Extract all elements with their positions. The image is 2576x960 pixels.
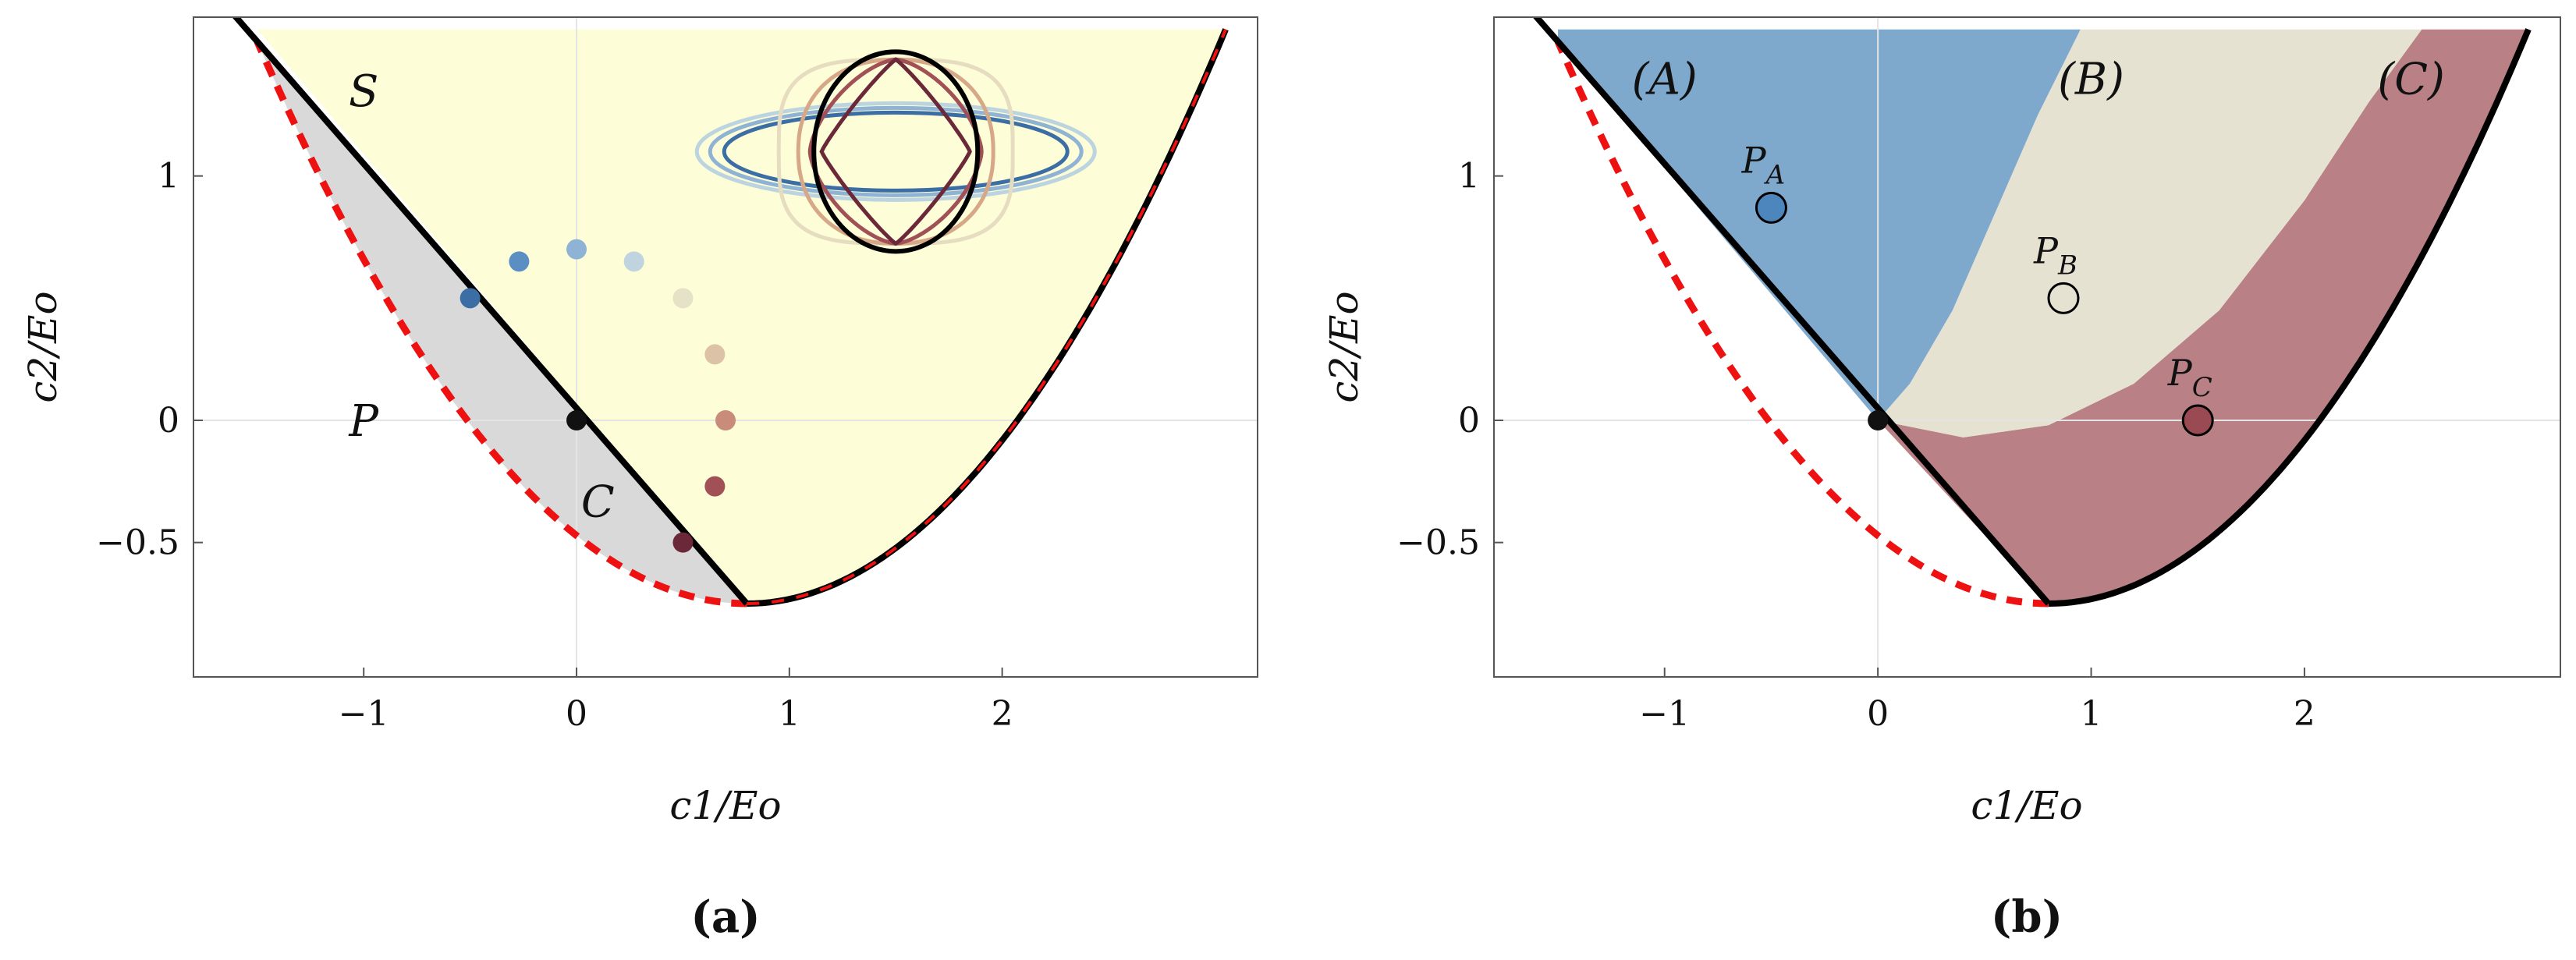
data-point [672, 532, 694, 553]
point-label: PC [2167, 352, 2212, 403]
dashed-parabola-left [254, 40, 747, 608]
point-label-sub: B [2057, 250, 2077, 281]
point-label-main: P [2167, 352, 2193, 394]
data-point [704, 476, 726, 497]
point-p-b [2047, 282, 2080, 314]
inset-curve [708, 105, 1084, 197]
data-point [566, 239, 587, 260]
panel-a-x-axis-label: c1/Eo [669, 783, 781, 828]
panel-b-label: (b) [1991, 891, 2063, 943]
panel-b-frame [1493, 16, 2561, 678]
panel-b-x-tick-label: −1 [1639, 694, 1690, 734]
panel-a-points [459, 239, 736, 553]
panel-b-x-tick-label: 2 [2294, 694, 2315, 734]
inset-curve [776, 57, 1015, 246]
panel-a-region-labels: S P C [348, 66, 614, 527]
point-label-sub: C [2192, 372, 2212, 403]
dashed-parabola-left [1554, 40, 2049, 608]
region-label: (C) [2377, 54, 2445, 105]
region-c-b [1878, 29, 2528, 604]
data-point [704, 344, 726, 365]
panel-b-y-axis-label: c2/Eo [1322, 291, 1367, 402]
panel-b-y-tick-label: −0.5 [1396, 523, 1480, 563]
panel-b-y-tick-label: 0 [1458, 401, 1480, 441]
panel-b-y-tick-label: 1 [1458, 157, 1480, 197]
panel-a-ticks: −1 0 1 2 −0.5 0 1 [96, 157, 1013, 734]
panel-b-grid [1494, 17, 2560, 677]
region-label: C [581, 476, 615, 527]
panel-a: −1 0 1 2 −0.5 0 1 S P C c1/Eo c2/Eo (a) [20, 16, 1258, 943]
inset-curve [722, 110, 1070, 193]
panel-b-x-axis-label: c1/Eo [1971, 783, 2082, 828]
region-label: (B) [2058, 54, 2124, 105]
data-point [623, 251, 644, 272]
solid-parabola-right [2048, 28, 2532, 607]
data-point [715, 410, 736, 430]
panel-a-plot-area [193, 17, 1258, 677]
panel-a-y-tick-label: −0.5 [96, 523, 179, 563]
panel-b-region-labels: (A) (B) (C) [1632, 54, 2445, 105]
point-p-c [2181, 404, 2214, 437]
inset-curve [819, 57, 972, 246]
region-a [1558, 29, 2081, 420]
panel-a-x-tick-label: −1 [339, 694, 389, 734]
data-point [566, 410, 587, 430]
point-label-main: P [2033, 229, 2059, 271]
panel-a-x-tick-label: 0 [566, 694, 587, 734]
panel-a-frame [193, 16, 1258, 678]
region-label: (A) [1632, 54, 1698, 105]
panel-a-y-tick-label: 0 [158, 401, 179, 441]
point-label: PB [2033, 229, 2077, 281]
point-p-a [1755, 191, 1787, 224]
panel-a-inset-curves [694, 49, 1097, 254]
panel-a-x-tick-label: 2 [992, 694, 1013, 734]
origin-point [1868, 410, 1889, 430]
data-point [672, 288, 694, 309]
panel-a-x-tick-label: 1 [779, 694, 800, 734]
panel-b-regions [1558, 29, 2528, 604]
panel-a-regions [257, 29, 1226, 604]
panel-b-ticks: −1 0 1 2 −0.5 0 1 [1396, 157, 2315, 734]
panel-a-label: (a) [690, 891, 760, 943]
inset-curve [807, 57, 984, 246]
point-label: PA [1741, 139, 1786, 190]
inset-curve [796, 57, 995, 246]
inset-curve [694, 101, 1097, 202]
point-label-sub: A [1764, 159, 1786, 190]
panel-b-x-tick-label: 1 [2081, 694, 2102, 734]
region-b [1878, 29, 2422, 437]
panel-a-y-axis-label: c2/Eo [20, 291, 66, 402]
panel-a-y-tick-label: 1 [158, 157, 179, 197]
inset-curve-outer [811, 49, 981, 254]
point-label-main: P [1741, 139, 1767, 181]
region-label: P [348, 396, 379, 447]
region-label: S [349, 66, 378, 117]
data-point [459, 288, 481, 309]
data-point [509, 251, 530, 272]
panel-b-x-tick-label: 0 [1867, 694, 1889, 734]
dashed-parabola-right [747, 28, 1227, 605]
